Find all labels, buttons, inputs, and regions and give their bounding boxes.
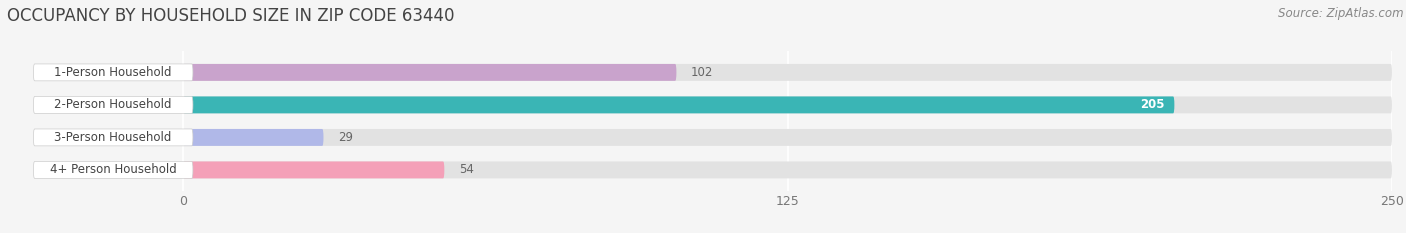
Text: 54: 54 (458, 163, 474, 176)
FancyBboxPatch shape (34, 129, 193, 146)
Text: 4+ Person Household: 4+ Person Household (49, 163, 177, 176)
Text: 205: 205 (1140, 98, 1164, 111)
Text: 1-Person Household: 1-Person Household (55, 66, 172, 79)
Text: 29: 29 (337, 131, 353, 144)
FancyBboxPatch shape (183, 161, 444, 178)
FancyBboxPatch shape (34, 64, 193, 81)
FancyBboxPatch shape (34, 161, 193, 178)
Text: 3-Person Household: 3-Person Household (55, 131, 172, 144)
FancyBboxPatch shape (183, 129, 323, 146)
FancyBboxPatch shape (183, 96, 1392, 113)
Text: OCCUPANCY BY HOUSEHOLD SIZE IN ZIP CODE 63440: OCCUPANCY BY HOUSEHOLD SIZE IN ZIP CODE … (7, 7, 454, 25)
FancyBboxPatch shape (183, 161, 1392, 178)
Text: Source: ZipAtlas.com: Source: ZipAtlas.com (1278, 7, 1403, 20)
FancyBboxPatch shape (183, 129, 1392, 146)
FancyBboxPatch shape (183, 96, 1174, 113)
FancyBboxPatch shape (183, 64, 1392, 81)
FancyBboxPatch shape (183, 64, 676, 81)
Text: 102: 102 (690, 66, 713, 79)
Text: 2-Person Household: 2-Person Household (55, 98, 172, 111)
FancyBboxPatch shape (34, 96, 193, 113)
